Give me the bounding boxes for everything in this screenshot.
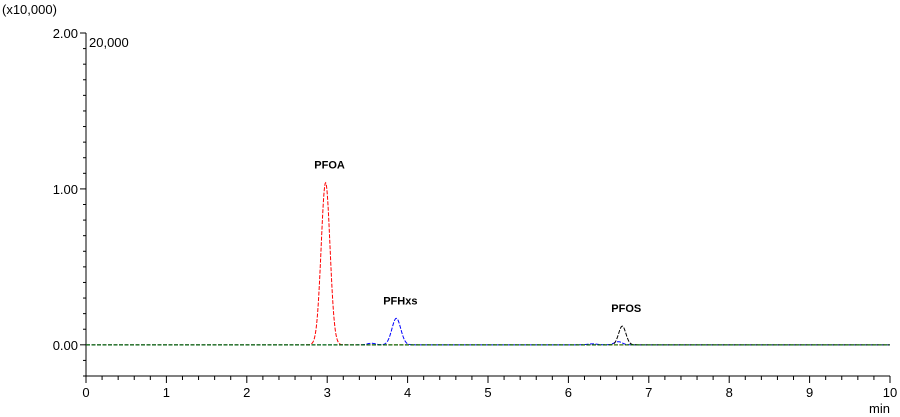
y-multiplier-label: (x10,000)	[2, 2, 57, 17]
x-tick-label: 3	[324, 385, 331, 400]
peak-label: PFOS	[611, 303, 641, 315]
y-tick-label: 1.00	[53, 182, 78, 197]
y-tick-label: 0.00	[53, 338, 78, 353]
trace-series-2	[86, 325, 890, 346]
full-scale-label: 20,000	[89, 35, 129, 50]
x-tick-label: 10	[883, 385, 897, 400]
peak-label: PFOA	[314, 160, 345, 172]
x-tick-label: 5	[484, 385, 491, 400]
x-tick-label: 4	[404, 385, 411, 400]
x-tick-label: 6	[565, 385, 572, 400]
x-tick-label: 9	[806, 385, 813, 400]
y-tick-label: 2.00	[53, 26, 78, 41]
trace-series-0	[86, 181, 890, 346]
x-tick-label: 7	[645, 385, 652, 400]
x-axis-unit-label: min	[869, 401, 890, 416]
traces	[86, 181, 890, 346]
peak-label: PFHxs	[383, 295, 417, 307]
x-tick-label: 2	[243, 385, 250, 400]
x-tick-label: 8	[726, 385, 733, 400]
trace-series-1	[86, 317, 890, 346]
x-tick-label: 0	[82, 385, 89, 400]
axes	[80, 32, 891, 383]
x-tick-label: 1	[163, 385, 170, 400]
